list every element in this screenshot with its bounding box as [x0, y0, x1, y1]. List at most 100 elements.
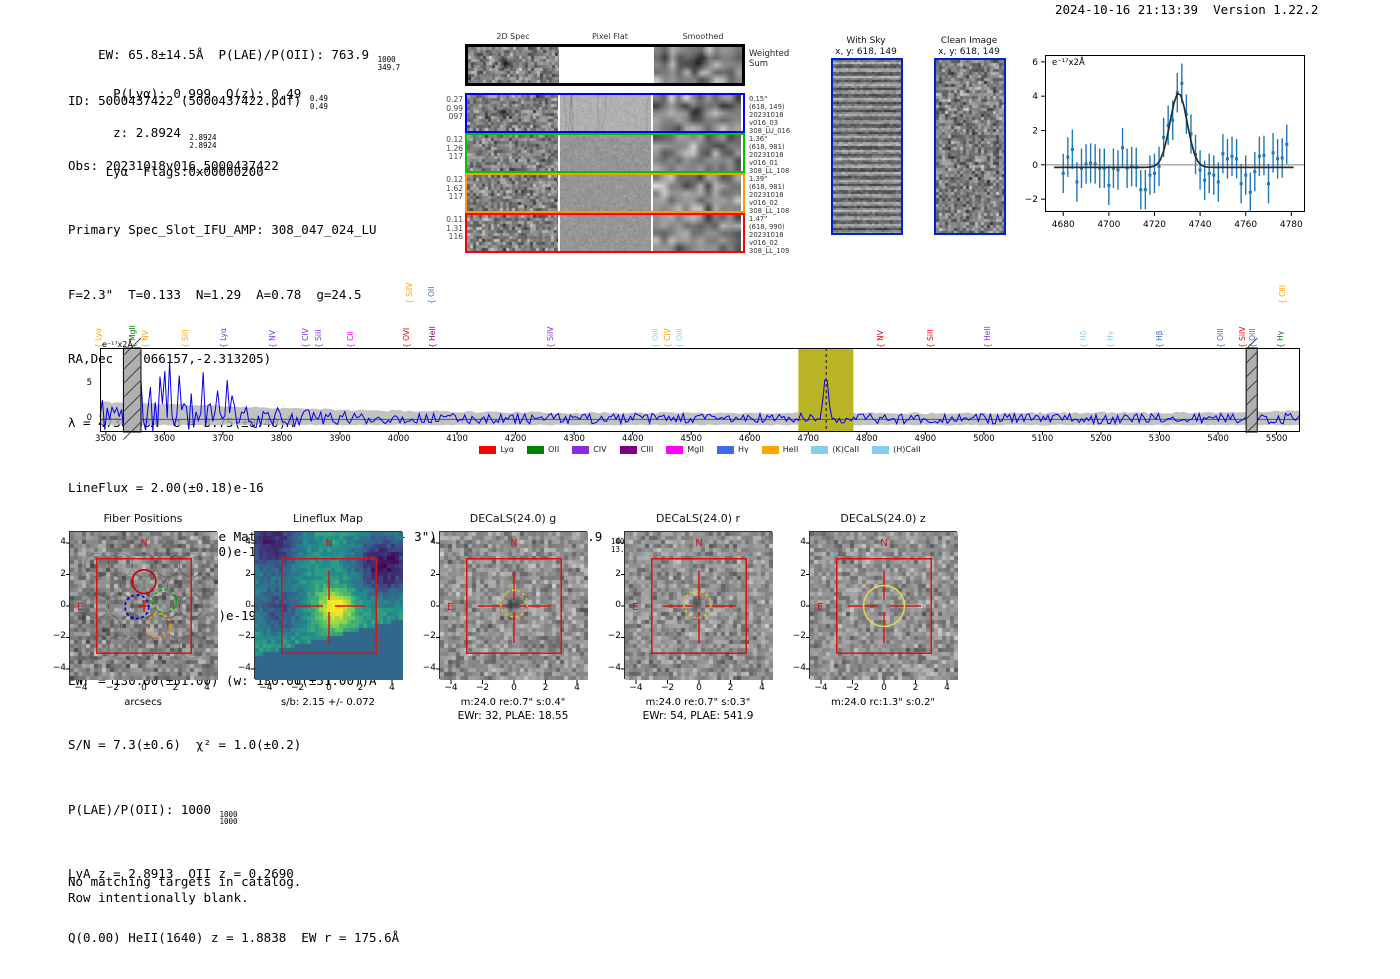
cutout-image: N E −4 4 −2 2 0 0 2 −2 4 −4 [793, 531, 958, 693]
fit-xtick-label: 4740 [1189, 220, 1212, 230]
spectral-line-legend: Lyα OII CIV CIII MgII Hγ HeII (K)CaII (H… [100, 445, 1300, 454]
spectrum-xtick-label: 3800 [270, 434, 293, 444]
fiber-row-weights: 0.11 1.31 116 [446, 215, 463, 242]
compass-north-label: N [140, 538, 147, 549]
compass-north-label: N [510, 538, 517, 549]
weighted-sum-label: Weighted Sum [749, 49, 799, 69]
fiber-smoothed-image [653, 175, 741, 211]
legend-label: CIII [640, 445, 654, 454]
compass-east-label: E [632, 602, 638, 613]
cutout-overlay: NE [251, 538, 393, 684]
header-uncertainty: 1000 349.7 [378, 56, 401, 71]
info-line: LyA z = 2.8913 OII z = 0.2690 [68, 866, 401, 882]
fit-plot-svg: 4680 4700 4720 4740 4760 4780 6 4 2 0 −2 [1025, 55, 1305, 230]
cutout-xtick-label: −2 [290, 683, 305, 693]
catalog-footer-note: No matching targets in catalog. Row inte… [68, 874, 301, 905]
header-segment: P(Lyα): 0.999 Q(z): 0.49 0.49 0.49 [98, 86, 329, 110]
line-label-heii: { HeII [982, 326, 992, 348]
cutout-title: DECaLS(24.0) g [469, 512, 557, 525]
cutout-xtick-label: 4 [759, 683, 765, 693]
cutout-xtick-label: 4 [944, 683, 950, 693]
cutout-ytick-label: 2 [430, 568, 436, 579]
with-sky-image [833, 60, 901, 233]
header-text: Lyα Flags:0x00000200 [98, 164, 264, 179]
fiber-2d-spec-image [467, 135, 558, 171]
cutout-xtick-label: 0 [326, 683, 332, 693]
fiber-row-weights: 0.12 1.62 117 [446, 175, 463, 202]
weighted-2d-spec-image [468, 47, 559, 83]
line-label-hγ: { Hγ [1276, 330, 1285, 348]
upper-bound: 1000 [219, 809, 238, 819]
fit-xtick-label: 4780 [1280, 220, 1303, 230]
cutout-overlay: NE [66, 538, 216, 684]
line-label-siiv: { SiIV [405, 282, 415, 304]
spectrum-xtick-label: 4900 [914, 434, 937, 444]
fiber-2d-spec-image [467, 215, 558, 251]
spectrum-ytick-label: 0 [86, 413, 92, 424]
cutout-title: DECaLS(24.0) r [655, 512, 741, 525]
spectrum-xtick-label: 5200 [1090, 434, 1112, 444]
fiber-spec-row: 0.27 0.99 097 0.15" (618, 149) 20231018 v016_… [446, 93, 790, 135]
cutout-xtick-label: 2 [172, 683, 179, 693]
compass-north-label: N [880, 538, 887, 549]
header-segment: z: 2.8924 2.8924 2.8924 [98, 125, 217, 149]
cutout-ytick-label: −4 [52, 662, 66, 673]
spectrum-xtick-label: 4600 [738, 434, 761, 444]
info-text: S/N = 7.3(±0.6) χ² = 1.0(±0.2) [68, 737, 302, 753]
fiber-smoothed-image [653, 135, 741, 171]
fiber-row-details: 1.39" (618, 981) 20231018 v016_02 308_LL_108 [749, 175, 790, 215]
info-text: RA,Dec (9.066157,-2.313205) [68, 350, 272, 366]
lower-bound: 349.7 [377, 62, 401, 72]
cutout-xtick-label: −4 [629, 683, 643, 693]
cutout-xtick-label: −4 [259, 683, 273, 693]
with-sky-title: With Sky x, y: 618, 149 [820, 36, 912, 57]
header-uncertainty: 2.8924 2.8924 [189, 134, 216, 149]
cutout-ytick-label: 4 [615, 537, 621, 548]
emission-line-fit-plot: 4680 4700 4720 4740 4760 4780 6 4 2 0 −2 [1025, 55, 1305, 230]
fiber-2d-spec-image [467, 95, 558, 131]
cutout-xtick-label: −4 [444, 683, 458, 693]
cutout-ytick-label: −2 [237, 631, 251, 642]
fit-plot-flux-units-label: e⁻¹⁷x2Å [1052, 58, 1085, 68]
spectrum-xtick-label: 5000 [973, 434, 995, 444]
fit-ytick-label: −2 [1025, 195, 1038, 205]
weighted-label-line1: Weighted [749, 49, 790, 59]
cutout-image: N E −4 4 −2 2 0 0 2 −2 4 −4 [238, 531, 403, 693]
line-label-siiv: { SiIV [545, 326, 555, 348]
fiber-row-details: 0.15" (618, 149) 20231018 v016_03 308_LU_016 [749, 95, 791, 135]
legend-swatch [572, 445, 590, 454]
fit-xtick-label: 4720 [1143, 220, 1166, 230]
legend-label: (K)CaII [832, 445, 860, 454]
cutout-ytick-label: −2 [52, 631, 66, 642]
report-datetime: 2024-10-16 21:13:39 [1055, 2, 1198, 17]
cutout-canvas [255, 532, 403, 680]
spectrum-xtick-label: 5400 [1207, 434, 1229, 444]
cutout-xtick-label: 0 [696, 683, 702, 693]
spectrum-xtick-label: 5100 [1031, 434, 1054, 444]
fit-xtick-label: 4680 [1052, 220, 1075, 230]
cutout-ytick-label: −4 [237, 662, 251, 673]
cutout-ytick-label: 0 [60, 600, 66, 610]
info-line: F=2.3" T=0.133 N=1.29 A=0.78 g=24.5 [68, 287, 401, 303]
legend-item: CIII [619, 445, 654, 454]
info-line: RA,Dec (9.066157,-2.313205) [68, 351, 401, 367]
cutout-xtick-label: 2 [727, 683, 734, 693]
line-label-oiii: { OIII [675, 328, 685, 348]
fiber-spec-row: 0.12 1.62 117 1.39" (618, 981) 20231018 v016_… [446, 173, 789, 215]
cutout-image: N E −4 4 −2 2 0 0 2 −2 4 −4 [423, 531, 588, 693]
line-label-hγ: { Hγ [1106, 330, 1116, 348]
header-datetime-version: 2024-10-16 21:13:39 Version 1.22.2 [1055, 2, 1318, 17]
cutout-xtick-label: 4 [574, 683, 580, 693]
cutout-xlabel: m:24.0 rc:1.3" s:0.2" [830, 697, 936, 708]
header-segment: EW: 65.8±14.5Å P(LAE)/P(OII): 763.9 1000… [98, 47, 401, 71]
compass-east-label: E [262, 602, 268, 613]
cutout-canvas [810, 532, 958, 680]
cutout-ytick-label: 0 [615, 600, 621, 610]
with-sky-image-panel [831, 58, 903, 235]
line-label-oiii: { OIII [651, 328, 661, 348]
cutout-image: N E −4 4 −2 2 0 0 2 −2 4 −4 [608, 531, 773, 693]
legend-label: MgII [687, 445, 704, 454]
fiber-row-details: 1.36" (618, 981) 20231018 v016_01 308_LL_108 [749, 135, 790, 175]
cutout-ytick-label: 4 [800, 537, 806, 548]
